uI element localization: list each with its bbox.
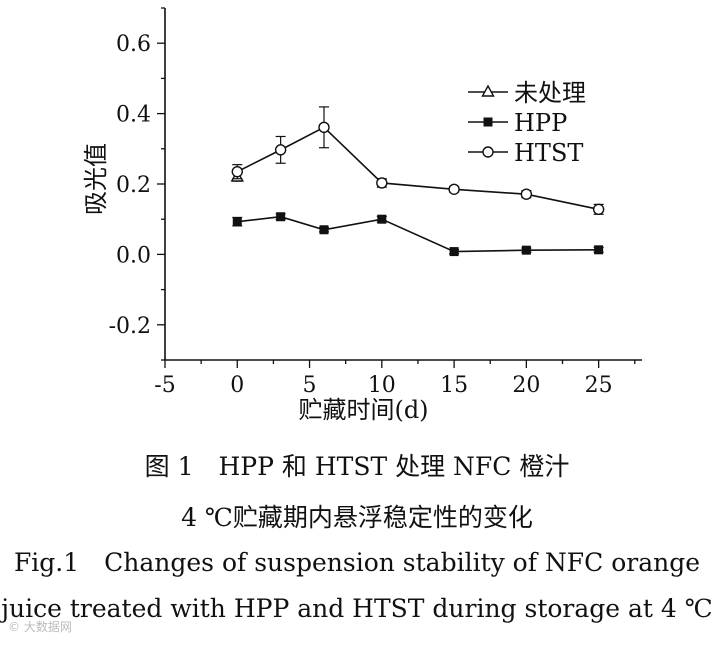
data-point: [377, 214, 387, 224]
legend-label: 未处理: [514, 79, 586, 107]
x-tick-label: -5: [154, 373, 175, 398]
legend-marker: [482, 146, 494, 158]
data-point: [521, 245, 531, 255]
y-tick-label: 0.4: [116, 103, 151, 128]
absorbance-line-chart: -0.2 0.0 0.2 0.4 0.6 -5 0 5 10 15 20 25 贮藏时间(d) 吸光值 未处…: [82, 7, 642, 424]
x-tick-label: 10: [368, 373, 396, 398]
data-point: [319, 225, 329, 235]
x-axis-title: 贮藏时间(d): [298, 396, 428, 424]
x-tick-label: 25: [585, 373, 613, 398]
legend-marker: [483, 117, 493, 127]
data-point: [448, 183, 460, 195]
legend-marker: [481, 84, 495, 97]
data-point: [274, 144, 287, 156]
data-point: [592, 203, 605, 216]
data-point: [318, 121, 330, 134]
y-tick-label: 0.0: [116, 243, 151, 268]
data-point: [231, 165, 243, 178]
data-point: [520, 188, 533, 200]
data-point: [376, 177, 388, 189]
series-line: [237, 215, 599, 253]
legend-label: HPP: [514, 109, 567, 137]
caption-en-line1: Fig.1 Changes of suspension stability of…: [13, 548, 701, 577]
x-tick-label: 20: [512, 373, 540, 398]
watermark: © 大数据网: [8, 620, 72, 634]
x-tick-label: 5: [303, 373, 317, 398]
x-tick-label: 15: [440, 373, 468, 398]
y-axis-title: 吸光值: [82, 143, 110, 215]
data-point: [276, 212, 286, 222]
x-tick-label: 0: [230, 373, 244, 398]
data-point: [594, 245, 604, 255]
legend-label: HTST: [514, 139, 583, 167]
data-point: [449, 247, 459, 257]
y-tick-label: 0.6: [116, 32, 151, 57]
y-tick-label: -0.2: [109, 314, 151, 339]
y-tick-label: 0.2: [116, 173, 151, 198]
caption-cn-line2: 4 ℃贮藏期内悬浮稳定性的变化: [181, 503, 533, 532]
caption-cn-line1: 图 1 HPP 和 HTST 处理 NFC 橙汁: [144, 452, 570, 481]
caption-en-line2: juice treated with HPP and HTST during s…: [1, 594, 713, 623]
data-point: [232, 217, 242, 227]
